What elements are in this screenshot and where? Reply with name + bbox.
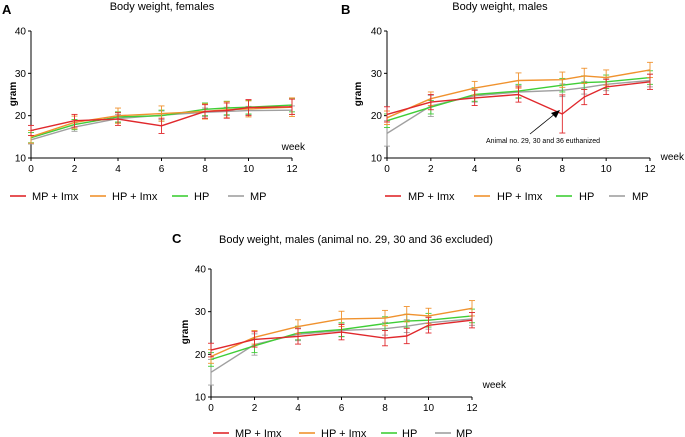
y-tick-label-c: 10 <box>195 393 207 404</box>
x-tick-label-a: 6 <box>159 164 165 175</box>
series-line <box>30 109 293 141</box>
legend-label-mp-c: MP <box>456 428 473 437</box>
x-tick-label-a: 2 <box>72 164 78 175</box>
y-tick-label-b: 30 <box>371 69 383 80</box>
x-tick-label-c: 6 <box>339 403 345 414</box>
series-line <box>386 76 651 122</box>
x-tick-label-c: 10 <box>423 403 435 414</box>
legend-label-hp-imx-b: HP + Imx <box>497 191 543 203</box>
x-tick-label-a: 4 <box>115 164 121 175</box>
y-tick-label-a: 30 <box>15 69 27 80</box>
series-line <box>210 315 473 361</box>
series-line <box>210 307 473 358</box>
series-line <box>210 319 473 351</box>
y-tick-label-c: 30 <box>195 307 207 318</box>
x-tick-label-b: 8 <box>560 164 566 175</box>
legend-c: MP + Imx HP + Imx HP MP <box>213 428 473 437</box>
chart-title-c: Body weight, males (animal no. 29, 30 an… <box>219 234 493 246</box>
panel-letter-a: A <box>2 2 12 17</box>
x-tick-label-c: 2 <box>252 403 258 414</box>
legend-label-mp-imx-b: MP + Imx <box>408 191 455 203</box>
annotation-arrow-line-b <box>529 112 557 135</box>
panel-c: C Body weight, males (animal no. 29, 30 … <box>172 231 507 437</box>
series-mp-imx-a <box>28 98 295 137</box>
y-tick-label-c: 20 <box>195 350 207 361</box>
legend-label-mp-a: MP <box>250 191 267 203</box>
x-tick-label-b: 2 <box>428 164 434 175</box>
chart-title-b: Body weight, males <box>452 1 548 13</box>
x-tick-label-c: 0 <box>208 403 214 414</box>
x-tick-label-c: 12 <box>466 403 478 414</box>
legend-label-mp-imx-a: MP + Imx <box>32 191 79 203</box>
y-tick-label-b: 40 <box>371 27 383 38</box>
plot-area-c: 10 20 30 40 0 2 4 6 8 10 12 <box>195 265 478 415</box>
legend-label-hp-c: HP <box>402 428 417 437</box>
y-axis-label-b: gram <box>353 82 364 107</box>
y-tick-label-a: 40 <box>15 27 27 38</box>
panel-letter-b: B <box>341 2 350 17</box>
chart-title-a: Body weight, females <box>110 1 215 13</box>
series-mp-imx-b <box>384 73 653 134</box>
y-tick-label-a: 20 <box>15 111 27 122</box>
legend-label-mp-b: MP <box>632 191 649 203</box>
x-tick-label-b: 10 <box>601 164 613 175</box>
x-tick-label-a: 0 <box>28 164 34 175</box>
plot-area-b: 10 20 30 40 0 2 4 6 8 10 12 <box>371 27 656 176</box>
legend-label-hp-imx-a: HP + Imx <box>112 191 158 203</box>
series-line <box>386 81 651 116</box>
y-tick-label-c: 40 <box>195 265 207 276</box>
x-axis-label-a: week <box>281 142 306 153</box>
y-tick-label-b: 20 <box>371 111 383 122</box>
series-line <box>30 106 293 132</box>
x-axis-label-c: week <box>482 380 507 391</box>
legend-label-hp-imx-c: HP + Imx <box>321 428 367 437</box>
panel-letter-c: C <box>172 231 182 246</box>
x-tick-label-a: 10 <box>243 164 255 175</box>
x-tick-label-a: 12 <box>286 164 298 175</box>
plot-area-a: 10 20 30 40 0 2 4 6 8 10 12 <box>15 27 298 176</box>
y-tick-label-a: 10 <box>15 154 27 165</box>
series-line <box>30 106 293 138</box>
legend-label-mp-imx-c: MP + Imx <box>235 428 282 437</box>
x-tick-label-a: 8 <box>202 164 208 175</box>
y-axis-label-a: gram <box>8 82 19 107</box>
series-line <box>386 69 651 119</box>
x-tick-label-b: 4 <box>472 164 478 175</box>
x-tick-label-b: 6 <box>516 164 522 175</box>
legend-label-hp-b: HP <box>579 191 594 203</box>
series-line <box>386 79 651 134</box>
y-axis-label-c: gram <box>180 320 191 345</box>
series-mp-imx-c <box>208 312 475 358</box>
annotation-arrowhead-b <box>551 110 560 118</box>
annotation-b: Animal no. 29, 30 and 36 euthanized <box>486 110 600 145</box>
x-tick-label-b: 0 <box>384 164 390 175</box>
x-tick-label-b: 12 <box>644 164 656 175</box>
annotation-text-b: Animal no. 29, 30 and 36 euthanized <box>486 138 600 145</box>
panel-b: B Body weight, males gram week 10 20 30 40 0… <box>341 1 685 203</box>
panel-a: A Body weight, females gram week 1020304… <box>2 1 306 203</box>
legend-b: MP + Imx HP + Imx HP MP <box>385 191 649 203</box>
series-hp-imx-b <box>384 61 653 126</box>
legend-label-hp-a: HP <box>194 191 209 203</box>
x-axis-label-b: week <box>660 152 685 163</box>
series-line <box>210 318 473 373</box>
legend-a: MP + Imx HP + Imx HP MP <box>10 191 267 203</box>
x-tick-label-c: 8 <box>382 403 388 414</box>
y-tick-label-b: 10 <box>371 154 383 165</box>
x-tick-label-c: 4 <box>295 403 301 414</box>
